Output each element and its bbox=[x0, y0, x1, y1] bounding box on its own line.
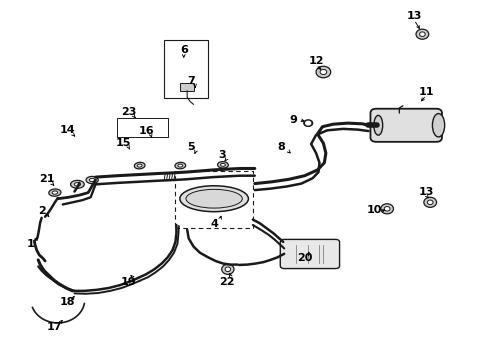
FancyBboxPatch shape bbox=[280, 239, 340, 269]
Bar bbox=[117, 118, 168, 137]
Circle shape bbox=[304, 120, 313, 126]
Text: 5: 5 bbox=[187, 142, 195, 152]
Text: 12: 12 bbox=[308, 56, 324, 66]
Ellipse shape bbox=[374, 115, 383, 135]
Ellipse shape bbox=[316, 66, 331, 78]
Ellipse shape bbox=[71, 180, 84, 188]
Ellipse shape bbox=[137, 164, 142, 167]
Circle shape bbox=[306, 121, 311, 125]
FancyBboxPatch shape bbox=[370, 109, 442, 142]
Text: 3: 3 bbox=[218, 150, 226, 160]
Ellipse shape bbox=[218, 162, 228, 168]
Text: 8: 8 bbox=[278, 142, 286, 152]
Ellipse shape bbox=[416, 29, 429, 39]
Text: 18: 18 bbox=[60, 297, 75, 307]
Text: 19: 19 bbox=[121, 276, 136, 287]
Text: 13: 13 bbox=[406, 11, 422, 21]
Ellipse shape bbox=[134, 162, 145, 169]
Ellipse shape bbox=[220, 163, 225, 166]
Ellipse shape bbox=[178, 164, 183, 167]
Ellipse shape bbox=[433, 114, 445, 137]
Text: 21: 21 bbox=[39, 174, 54, 184]
Ellipse shape bbox=[186, 189, 243, 208]
Text: 10: 10 bbox=[367, 204, 383, 215]
Bar bbox=[164, 40, 208, 98]
Text: 14: 14 bbox=[60, 125, 75, 135]
Ellipse shape bbox=[381, 204, 393, 214]
Text: 11: 11 bbox=[418, 87, 434, 97]
Text: 9: 9 bbox=[289, 114, 297, 125]
Ellipse shape bbox=[222, 264, 234, 274]
Ellipse shape bbox=[427, 200, 433, 204]
Text: 7: 7 bbox=[187, 76, 195, 86]
Ellipse shape bbox=[86, 176, 98, 184]
Text: 20: 20 bbox=[297, 253, 313, 264]
Ellipse shape bbox=[424, 197, 437, 207]
Text: 16: 16 bbox=[138, 126, 154, 136]
Text: 2: 2 bbox=[38, 206, 46, 216]
Ellipse shape bbox=[175, 162, 186, 169]
Ellipse shape bbox=[225, 267, 231, 271]
Ellipse shape bbox=[89, 178, 95, 181]
Ellipse shape bbox=[49, 189, 61, 196]
Text: 4: 4 bbox=[211, 219, 219, 229]
Text: 15: 15 bbox=[116, 138, 131, 148]
Bar bbox=[175, 171, 253, 228]
Text: 6: 6 bbox=[180, 45, 188, 55]
Text: 13: 13 bbox=[418, 186, 434, 197]
Ellipse shape bbox=[419, 32, 425, 36]
Ellipse shape bbox=[384, 207, 390, 211]
Ellipse shape bbox=[74, 183, 80, 186]
Text: 22: 22 bbox=[219, 276, 234, 287]
Ellipse shape bbox=[52, 191, 58, 194]
Text: 1: 1 bbox=[26, 239, 34, 249]
Ellipse shape bbox=[320, 69, 327, 75]
Ellipse shape bbox=[180, 186, 248, 212]
Text: 17: 17 bbox=[47, 322, 63, 332]
Bar bbox=[180, 83, 194, 91]
Text: 23: 23 bbox=[121, 107, 136, 117]
